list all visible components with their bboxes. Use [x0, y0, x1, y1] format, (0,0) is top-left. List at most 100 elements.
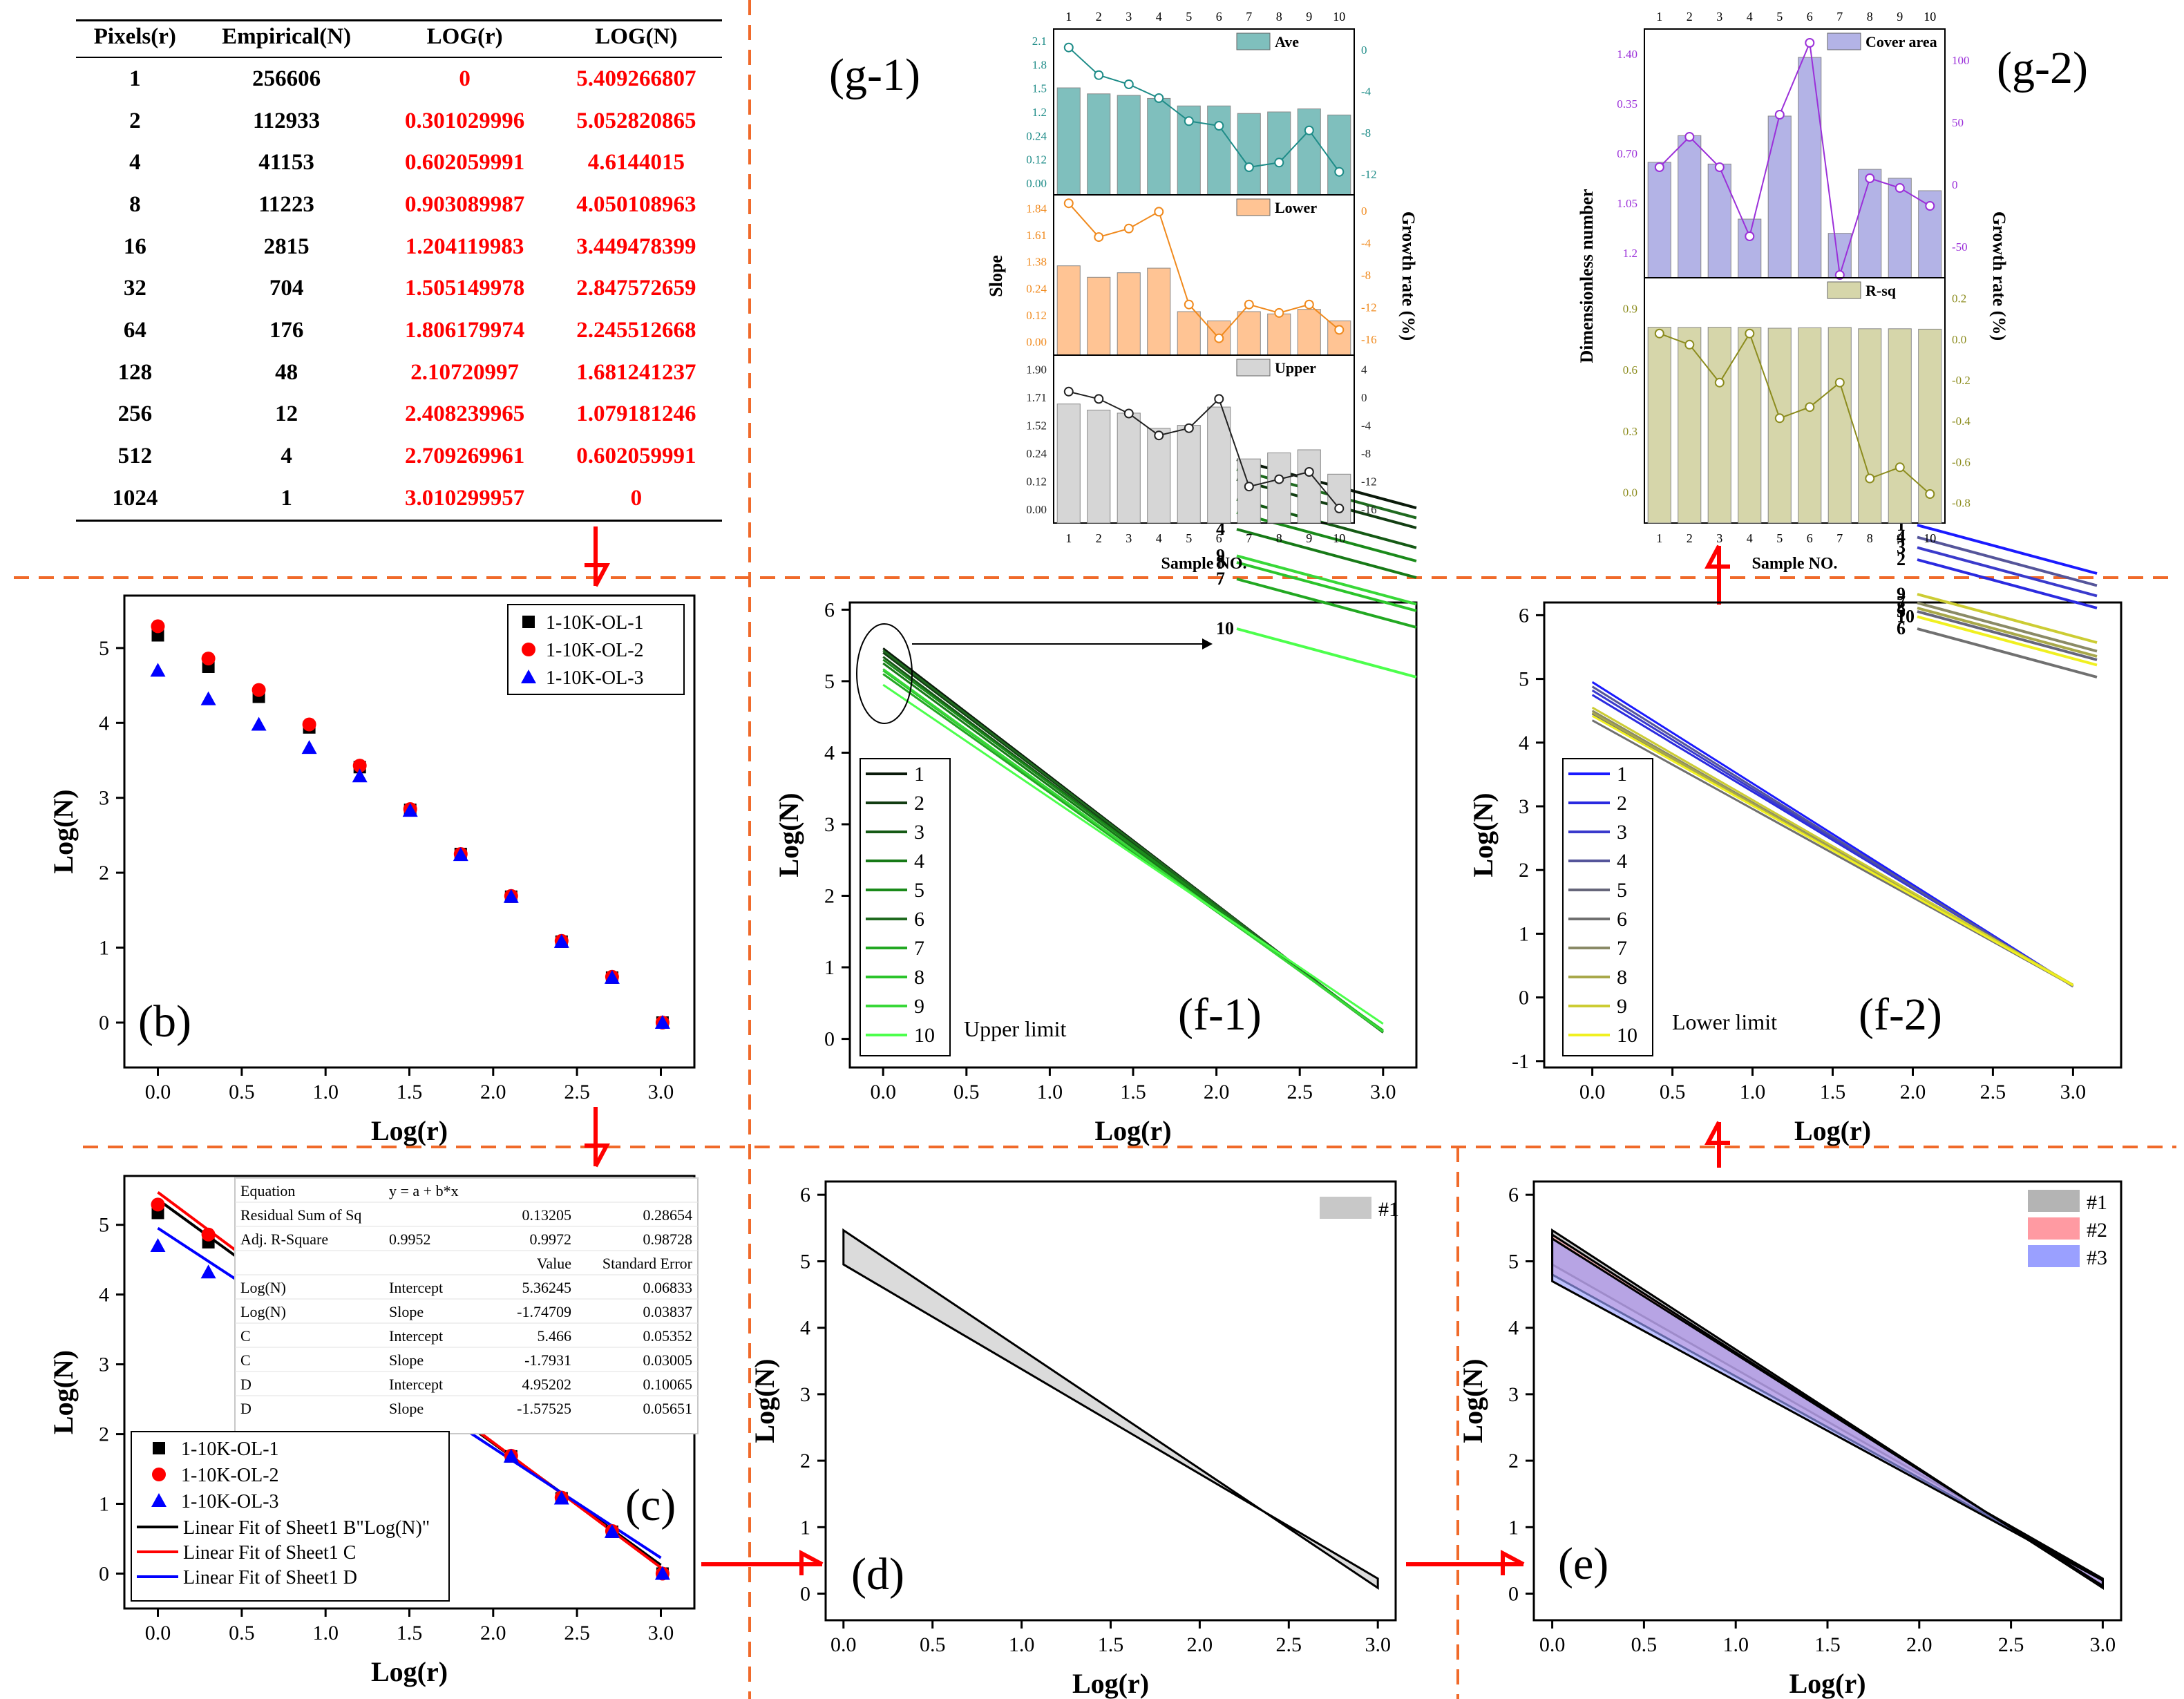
growth-marker	[1304, 125, 1314, 135]
fit-table-cell: Intercept	[389, 1279, 443, 1296]
y-tick-label: 0.9	[1623, 302, 1637, 315]
y-tick-label: 5	[99, 637, 109, 660]
legend-label: Ave	[1275, 33, 1299, 50]
data-table-a: Pixels(r) Empirical(N) LOG(r) LOG(N) 1 25…	[76, 19, 722, 522]
data-point-triangle	[654, 1566, 670, 1580]
bar	[1267, 452, 1291, 524]
bar	[1647, 162, 1671, 278]
fit-table-cell: 4.95202	[522, 1376, 572, 1393]
bar	[1858, 328, 1882, 524]
data-point-square	[522, 616, 535, 628]
table-cell: 4.050108963	[576, 191, 696, 217]
y-tick-label: 2	[824, 885, 835, 908]
growth-marker	[1865, 473, 1875, 484]
growth-marker	[1304, 299, 1314, 310]
bar	[1056, 265, 1081, 356]
x-tick-label-top: 9	[1306, 10, 1312, 23]
y-tick-label: 4	[800, 1317, 810, 1340]
growth-marker	[1063, 198, 1074, 209]
inset-label: 7	[1897, 593, 1906, 613]
x-tick-label: 3.0	[1370, 1081, 1396, 1103]
table-row: 256 12 2.408239965 1.079181246	[76, 394, 722, 436]
y-tick-label: 1	[1519, 922, 1529, 945]
y-axis-title: Log(N)	[773, 792, 804, 877]
y-tick-label: 0.3	[1623, 425, 1637, 438]
panel-label: (f-2)	[1859, 989, 1942, 1040]
x-tick-label-top: 10	[1924, 10, 1936, 23]
fit-table-cell: C	[240, 1351, 251, 1369]
growth-marker	[1745, 328, 1755, 339]
legend-label: Lower	[1275, 199, 1317, 216]
x-tick-label: 9	[1306, 531, 1312, 545]
growth-marker	[1334, 167, 1345, 177]
bar	[1237, 113, 1261, 196]
inset-line	[1236, 561, 1417, 612]
x-tick-label-top: 6	[1216, 10, 1222, 23]
y2-tick-label: -12	[1361, 301, 1377, 314]
growth-marker	[1304, 467, 1314, 477]
band-area	[842, 1228, 1379, 1591]
growth-marker	[1094, 70, 1104, 80]
growth-marker	[1334, 503, 1345, 513]
y-tick-label: 1.52	[1026, 419, 1047, 432]
fit-table-cell: 0.13205	[522, 1206, 572, 1224]
data-point-triangle	[200, 1264, 216, 1279]
x-tick-label-top: 2	[1687, 10, 1693, 23]
bar	[1267, 313, 1291, 356]
x-tick-label: 3	[1716, 531, 1722, 545]
legend-label: 7	[914, 937, 924, 960]
panel-label: (d)	[851, 1549, 904, 1600]
data-point-circle	[151, 1197, 165, 1212]
data-point-triangle	[150, 663, 166, 677]
table-cell: 1.505149978	[405, 276, 525, 301]
y-axis-title: Log(N)	[749, 1358, 780, 1443]
y-tick-label: 2	[99, 862, 109, 884]
x-tick-label: 7	[1246, 531, 1252, 545]
growth-marker	[1654, 162, 1664, 172]
x-tick-label: 1.5	[397, 1081, 423, 1103]
legend-label: 4	[914, 850, 924, 873]
growth-marker	[1154, 207, 1164, 217]
x-axis-title: Log(r)	[1789, 1668, 1865, 1699]
x-tick-label-top: 1	[1065, 10, 1072, 23]
legend-swatch	[2028, 1190, 2080, 1212]
legend-label: 10	[1617, 1024, 1637, 1047]
data-point-circle	[201, 1227, 216, 1242]
legend-label: Linear Fit of Sheet1 C	[183, 1542, 356, 1564]
growth-marker	[1184, 299, 1194, 310]
table-cell: 3.010299957	[379, 477, 551, 522]
x-tick-label-top: 4	[1747, 10, 1753, 23]
y2-tick-label: -0.4	[1952, 415, 1971, 428]
y-tick-label: 0.0	[1623, 486, 1637, 500]
x-tick-label: 0.5	[1660, 1081, 1686, 1103]
legend-label: Linear Fit of Sheet1 B"Log(N)"	[183, 1517, 430, 1539]
table-cell: 2.408239965	[405, 401, 525, 427]
y2-tick-label: 0	[1361, 205, 1367, 218]
growth-marker	[1834, 377, 1845, 388]
table-cell: 176	[269, 317, 304, 343]
data-point-circle	[152, 1468, 166, 1481]
fit-table-cell: 0.03005	[643, 1351, 693, 1369]
x-tick-label: 1.5	[397, 1622, 423, 1644]
data-point-circle	[302, 717, 316, 732]
x-tick-label: 0.5	[1631, 1633, 1658, 1656]
fit-table-cell: D	[240, 1400, 251, 1417]
x-tick-label: 8	[1867, 531, 1873, 545]
y-tick-label: -1	[1512, 1050, 1529, 1073]
y2-tick-label: -0.8	[1952, 496, 1971, 509]
x-tick-label: 1.5	[1120, 1081, 1146, 1103]
subplot-frame	[1644, 277, 1946, 524]
growth-marker	[1274, 307, 1284, 318]
legend-swatch	[1236, 198, 1271, 216]
y2-tick-label: -16	[1361, 333, 1377, 346]
y-tick-label: 0.12	[1026, 309, 1047, 322]
table-cell: 1.204119983	[405, 234, 524, 259]
legend-label: 1-10K-OL-1	[181, 1439, 279, 1460]
y2-tick-label: 0.0	[1952, 333, 1966, 346]
legend-label: 1-10K-OL-3	[546, 667, 644, 689]
legend-label: 1	[914, 763, 924, 786]
y2-tick-label: -12	[1361, 168, 1377, 181]
fit-table-cell: Slope	[389, 1351, 424, 1369]
x-tick-label: 6	[1807, 531, 1813, 545]
chart-b: 0.0 0.5 1.0 1.5 2.0 2.5 3.0 0 1 2 3 4 5 Log(r) Log(N) 1…	[48, 594, 696, 1146]
